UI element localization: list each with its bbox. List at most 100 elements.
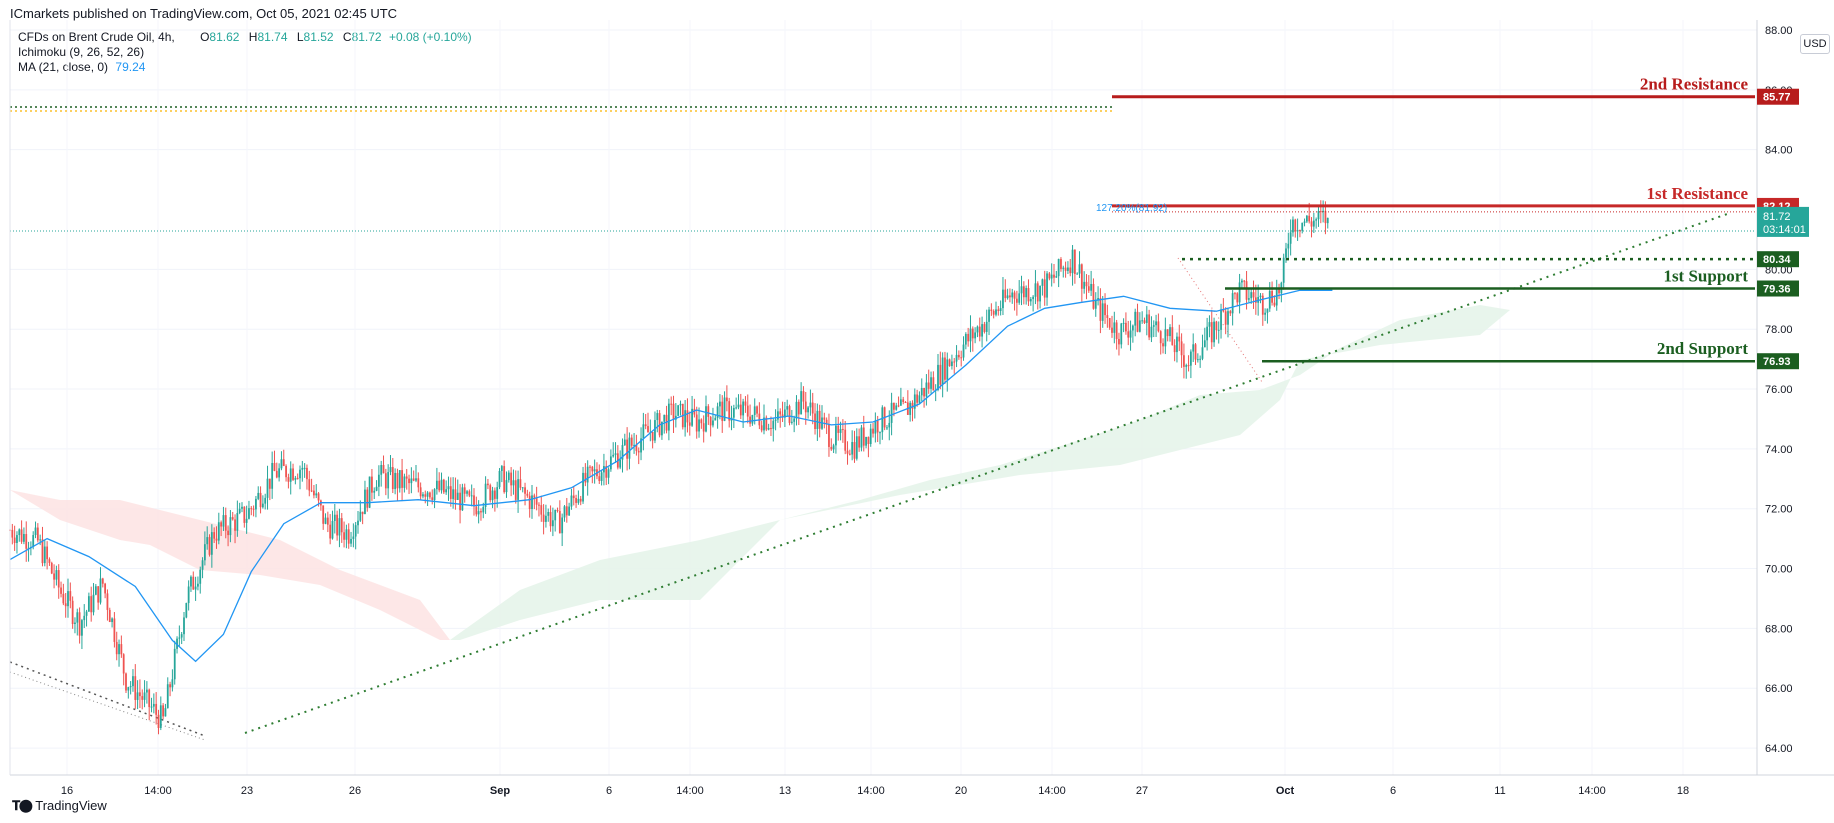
candle-body: [1053, 274, 1055, 278]
candle-body: [1022, 286, 1025, 298]
candle-body: [946, 359, 949, 380]
candle-body: [886, 427, 888, 429]
candle-body: [1185, 365, 1188, 367]
candle-body: [707, 406, 710, 417]
candle-body: [1317, 211, 1320, 220]
candle-body: [941, 357, 944, 385]
candle-body: [1015, 298, 1018, 303]
candle-body: [832, 445, 835, 450]
candle-body: [32, 535, 35, 548]
candle-body: [1208, 322, 1211, 327]
candle-body: [1217, 329, 1220, 331]
y-tick-label: 70.00: [1765, 564, 1793, 576]
candle-body: [1134, 311, 1137, 326]
symbol-legend[interactable]: CFDs on Brent Crude Oil, 4h, O81.62 H81.…: [18, 30, 472, 44]
candle-body: [206, 537, 209, 545]
candle-body: [667, 403, 670, 431]
candle-body: [846, 450, 849, 454]
candle-body: [364, 489, 366, 515]
candle-body: [410, 478, 413, 484]
candle-body: [143, 692, 146, 700]
candle-body: [252, 508, 255, 510]
candle-body: [1285, 248, 1287, 258]
currency-button[interactable]: USD: [1800, 34, 1830, 54]
candle-body: [1296, 230, 1299, 232]
candle-body: [1090, 283, 1093, 291]
candle-body: [630, 437, 633, 446]
level-label: 2nd Resistance: [1640, 75, 1749, 94]
candle-body: [746, 405, 749, 417]
candle-body: [145, 689, 148, 693]
candle-body: [13, 537, 16, 544]
candle-body: [224, 515, 227, 531]
candle-body: [1259, 295, 1262, 297]
candle-body: [637, 450, 640, 453]
candle-body: [672, 403, 675, 420]
price-tag-support2-text: 76.93: [1763, 356, 1791, 368]
candle-body: [848, 453, 851, 455]
candle-body: [76, 612, 79, 623]
candle-body: [533, 495, 536, 498]
candle-body: [255, 498, 257, 510]
ohlc-values: O81.62 H81.74 L81.52 C81.72 +0.08 (+0.10…: [200, 30, 472, 44]
candle-body: [1252, 292, 1255, 298]
candle-body: [435, 480, 438, 490]
candle-body: [43, 546, 46, 564]
ma-legend[interactable]: MA (21, close, 0) 79.24: [18, 60, 146, 74]
candle-body: [493, 490, 496, 499]
candle-body: [503, 466, 506, 493]
candle-body: [1020, 286, 1023, 294]
candle-body: [11, 529, 14, 538]
candle-body: [582, 472, 584, 502]
candle-body: [1326, 217, 1329, 224]
candle-body: [1029, 299, 1032, 302]
fib-line: [1177, 257, 1263, 383]
candle-body: [809, 402, 812, 408]
candle-body: [918, 395, 921, 403]
candle-body: [633, 444, 635, 446]
candle-body: [607, 469, 610, 478]
candle-body: [1046, 273, 1048, 298]
candle-body: [326, 517, 329, 525]
candle-body: [18, 529, 21, 536]
candle-body: [408, 478, 410, 484]
candle-body: [542, 514, 545, 522]
candle-body: [387, 472, 390, 489]
candle-body: [551, 520, 554, 527]
open-value: 81.62: [209, 30, 240, 44]
candle-body: [331, 520, 334, 539]
candle-body: [306, 467, 308, 480]
candle-body: [245, 518, 248, 523]
candle-body: [215, 538, 218, 541]
candle-body: [507, 472, 510, 481]
candle-body: [1069, 267, 1072, 274]
candle-body: [366, 489, 369, 508]
candle-body: [203, 544, 206, 561]
candle-body: [526, 493, 529, 496]
candle-body: [1308, 215, 1311, 222]
candle-body: [1201, 347, 1204, 359]
candle-body: [609, 456, 612, 470]
candle-body: [350, 538, 352, 544]
candle-body: [403, 476, 406, 488]
candle-body: [69, 591, 72, 601]
candle-body: [445, 489, 448, 493]
candle-body: [380, 464, 383, 475]
candle-body: [807, 407, 809, 413]
candle-body: [164, 708, 167, 717]
candle-body: [108, 609, 111, 623]
candle-body: [1315, 219, 1318, 221]
candle-body: [498, 470, 501, 488]
candle-body: [909, 402, 912, 415]
candle-body: [97, 586, 100, 603]
candle-body: [484, 483, 487, 507]
candle-body: [1071, 249, 1074, 274]
candle-body: [1092, 283, 1095, 309]
ichimoku-legend[interactable]: Ichimoku (9, 26, 52, 26): [18, 45, 145, 59]
high-value: 81.74: [257, 30, 288, 44]
y-tick-label: 64.00: [1765, 743, 1793, 755]
candle-body: [296, 477, 299, 479]
candle-body: [797, 401, 800, 415]
candle-body: [1324, 210, 1327, 224]
